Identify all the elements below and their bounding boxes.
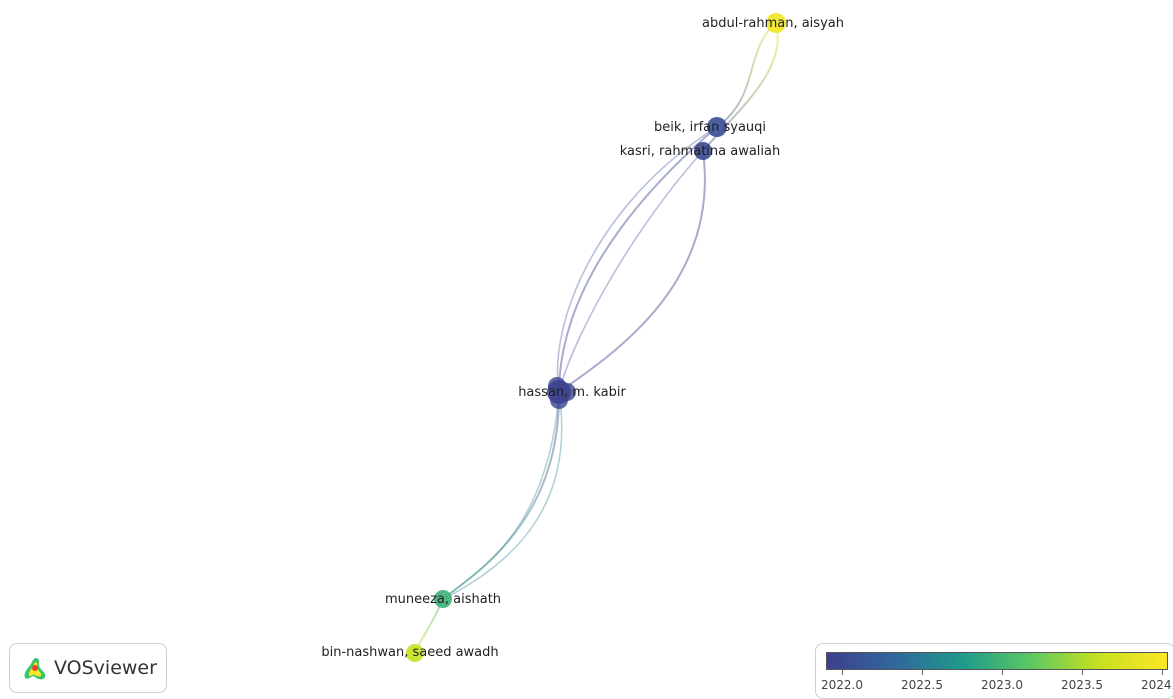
nodes[interactable]	[406, 13, 786, 662]
link-strand-kasri-hassan-1	[558, 150, 704, 393]
legend-tick-label: 2023.0	[981, 678, 1023, 692]
node-label-abdul[interactable]: abdul-rahman, aisyah	[702, 16, 844, 31]
link-hassan-muneeza	[442, 391, 561, 600]
node-hassan-part-2[interactable]	[550, 391, 568, 409]
node-label-hassan[interactable]: hassan, m. kabir	[518, 385, 626, 400]
legend-tick-label: 2024.0	[1141, 678, 1173, 692]
legend-tick-mark	[922, 670, 923, 675]
legend-tick-label: 2023.5	[1061, 678, 1103, 692]
color-legend: 2022.0 2022.5 2023.0 2023.5 2024.0	[815, 643, 1173, 699]
vosviewer-logo-icon	[24, 657, 46, 680]
node-label-binnashwan[interactable]: bin-nashwan, saeed awadh	[321, 645, 498, 660]
node-binnashwan[interactable]	[406, 644, 424, 662]
node-labels: abdul-rahman, aisyah beik, irfan syauqi ka…	[321, 16, 844, 660]
link-strand-beik-hassan-0	[556, 126, 718, 393]
legend-tick-mark	[1162, 670, 1163, 675]
node-label-kasri[interactable]: kasri, rahmatina awaliah	[620, 144, 780, 159]
links	[414, 22, 779, 654]
legend-tick-mark	[1002, 670, 1003, 675]
node-kasri[interactable]	[694, 142, 712, 160]
legend-tick-label: 2022.5	[901, 678, 943, 692]
legend-tick-label: 2022.0	[821, 678, 863, 692]
vosviewer-logo: VOSviewer	[9, 643, 167, 693]
link-beik-hassan	[558, 126, 718, 393]
legend-tick-mark	[842, 670, 843, 675]
link-strand-hassan-muneeza-3	[442, 391, 560, 600]
link-strand-hassan-muneeza-2	[442, 391, 563, 600]
legend-tick-mark	[1082, 670, 1083, 675]
node-abdul[interactable]	[766, 13, 786, 33]
link-kasri-hassan	[558, 150, 706, 393]
node-beik[interactable]	[707, 117, 727, 137]
logo-text: VOSviewer	[54, 657, 157, 679]
node-label-beik[interactable]: beik, irfan syauqi	[654, 120, 766, 135]
legend-ticks: 2022.0 2022.5 2023.0 2023.5 2024.0	[821, 670, 1173, 694]
node-label-muneeza[interactable]: muneeza, aishath	[385, 592, 501, 607]
link-abdul-beik	[716, 22, 777, 128]
node-muneeza[interactable]	[434, 590, 452, 608]
legend-color-bar	[826, 652, 1168, 670]
